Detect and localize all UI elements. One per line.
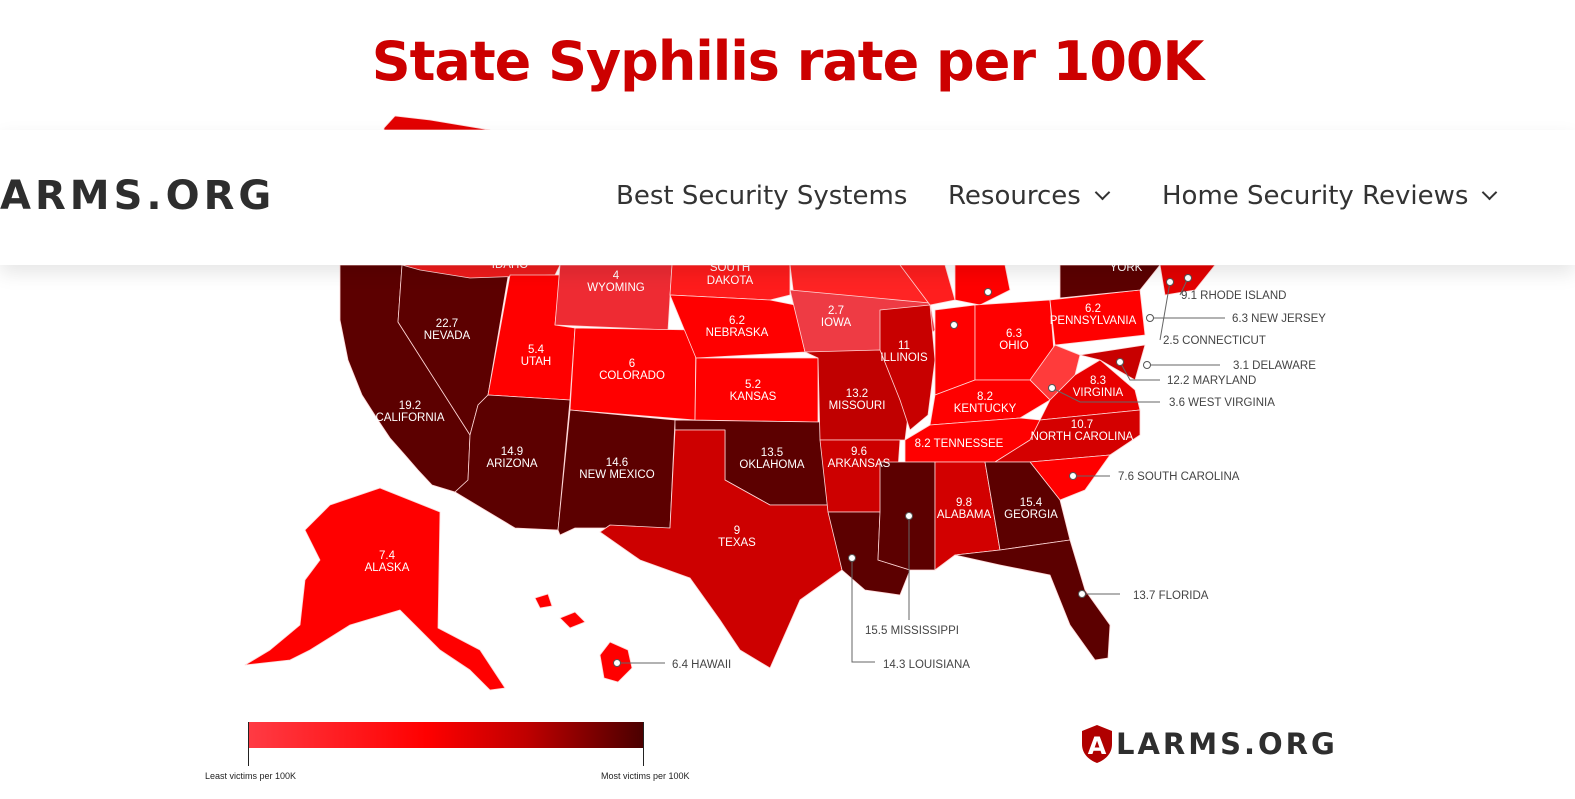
state-value-wyoming: 4 — [613, 270, 620, 282]
state-name-texas: TEXAS — [718, 537, 756, 549]
footer-logo: A LARMS.ORG — [1080, 722, 1338, 766]
state-value-nebraska: 6.2 — [729, 315, 745, 327]
state-value-iowa: 2.7 — [828, 305, 844, 317]
michigan-shape — [954, 264, 1011, 306]
chevron-down-icon — [1482, 184, 1498, 201]
callout-label-louisiana: 14.3 LOUISIANA — [883, 659, 970, 671]
state-name-north-carolina: NORTH CAROLINA — [1031, 431, 1134, 443]
footer-logo-text: LARMS.ORG — [1116, 727, 1338, 761]
state-value-missouri: 13.2 — [846, 388, 868, 400]
state-name-georgia: GEORGIA — [1004, 509, 1058, 521]
state-name-colorado: COLORADO — [599, 370, 665, 382]
legend-color-scale — [248, 722, 644, 748]
illinois-shape — [879, 304, 936, 431]
state-value-ohio: 6.3 — [1006, 328, 1022, 340]
navbar: ARMS.ORG Best Security Systems Resources… — [0, 130, 1575, 265]
state-value-california: 19.2 — [399, 400, 421, 412]
legend-min-label: Least victims per 100K — [205, 771, 297, 781]
state-label-tennessee: 8.2 TENNESSEE — [915, 438, 1004, 450]
nav-home-security-reviews-label: Home Security Reviews — [1162, 181, 1469, 211]
state-name-kentucky: KENTUCKY — [954, 403, 1017, 415]
state-name-arizona: ARIZONA — [486, 458, 537, 470]
state-value-pennsylvania: 6.2 — [1085, 303, 1101, 315]
chart-title: State Syphilis rate per 100K — [371, 30, 1205, 93]
hawaii-island-3-shape — [534, 593, 553, 609]
nav-best-security-systems-label: Best Security Systems — [616, 181, 908, 211]
state-name-nevada: NEVADA — [424, 330, 471, 342]
callout-label-delaware: 3.1 DELAWARE — [1233, 360, 1316, 372]
state-value-illinois: 11 — [898, 340, 910, 352]
state-value-kentucky: 8.2 — [977, 391, 993, 403]
shield-letter: A — [1088, 732, 1107, 760]
label-new-york: YORK — [1110, 262, 1143, 274]
state-value-oklahoma: 13.5 — [761, 447, 783, 459]
callout-label-mississippi: 15.5 MISSISSIPPI — [865, 625, 959, 637]
hawaii-island-2-shape — [559, 611, 586, 629]
nav-home-security-reviews[interactable]: Home Security Reviews — [1162, 178, 1498, 214]
shield-logo-icon: A — [1082, 725, 1112, 763]
state-value-utah: 5.4 — [528, 344, 545, 356]
state-name-oklahoma: OKLAHOMA — [739, 459, 805, 471]
legend-min-tick — [248, 722, 249, 766]
state-value-alabama: 9.8 — [956, 497, 972, 509]
georgia-shape — [984, 461, 1071, 551]
state-name-virginia: VIRGINIA — [1073, 387, 1124, 399]
chevron-down-icon — [1094, 184, 1111, 201]
alaska-shape — [244, 487, 506, 691]
label-south-dakota-value: SOUTH — [710, 262, 750, 274]
state-value-colorado: 6 — [629, 358, 635, 370]
state-value-alaska: 7.4 — [379, 550, 396, 562]
site-logo[interactable]: ARMS.ORG — [0, 173, 276, 219]
state-name-pennsylvania: PENNSYLVANIA — [1050, 315, 1137, 327]
nav-resources[interactable]: Resources — [948, 178, 1111, 214]
callout-label-maryland: 12.2 MARYLAND — [1167, 375, 1256, 387]
callout-label-hawaii: 6.4 HAWAII — [672, 659, 731, 671]
state-name-california: CALIFORNIA — [375, 412, 444, 424]
state-name-new-mexico: NEW MEXICO — [579, 469, 654, 481]
state-name-utah: UTAH — [521, 356, 551, 368]
callout-label-south-carolina: 7.6 SOUTH CAROLINA — [1118, 471, 1240, 483]
state-value-new-mexico: 14.6 — [606, 457, 628, 469]
state-value-arizona: 14.9 — [501, 446, 523, 458]
state-name-alaska: ALASKA — [365, 562, 410, 574]
callout-label-connecticut: 2.5 CONNECTICUT — [1163, 335, 1266, 347]
state-value-georgia: 15.4 — [1020, 497, 1043, 509]
state-value-north-carolina: 10.7 — [1071, 419, 1093, 431]
callout-labels: 9.1 RHODE ISLAND 6.3 NEW JERSEY 2.5 CONNEC… — [672, 290, 1326, 671]
callout-label-florida: 13.7 FLORIDA — [1133, 590, 1209, 602]
legend-max-tick — [643, 722, 644, 766]
new-york-shape — [1059, 264, 1161, 299]
callout-label-new-jersey: 6.3 NEW JERSEY — [1232, 313, 1326, 325]
state-name-kansas: KANSAS — [730, 391, 777, 403]
state-name-illinois: ILLINOIS — [880, 352, 928, 364]
state-value-virginia: 8.3 — [1090, 375, 1106, 387]
state-name-missouri: MISSOURI — [829, 400, 886, 412]
arizona-shape — [454, 394, 571, 531]
callout-label-rhode-island: 9.1 RHODE ISLAND — [1181, 290, 1286, 302]
state-value-nevada: 22.7 — [436, 318, 458, 330]
state-value-texas: 9 — [734, 525, 740, 537]
florida-shape — [954, 539, 1111, 661]
state-name-nebraska: NEBRASKA — [706, 327, 769, 339]
south-dakota-shape — [669, 264, 791, 301]
indiana-shape — [934, 304, 976, 396]
texas-shape — [599, 429, 843, 669]
state-name-alabama: ALABAMA — [937, 509, 992, 521]
nav-best-security-systems[interactable]: Best Security Systems — [616, 178, 907, 214]
nav-resources-label: Resources — [948, 181, 1081, 211]
state-value-kansas: 5.2 — [745, 379, 761, 391]
state-name-wyoming: WYOMING — [587, 282, 645, 294]
legend-max-label: Most victims per 100K — [601, 771, 690, 781]
state-value-arkansas: 9.6 — [851, 446, 867, 458]
washington-fragment-shape — [383, 115, 491, 131]
state-name-arkansas: ARKANSAS — [828, 458, 891, 470]
state-name-iowa: IOWA — [821, 317, 852, 329]
callout-label-west-virginia: 3.6 WEST VIRGINIA — [1169, 397, 1275, 409]
state-name-ohio: OHIO — [999, 340, 1028, 352]
label-south-dakota-name: DAKOTA — [707, 275, 754, 287]
